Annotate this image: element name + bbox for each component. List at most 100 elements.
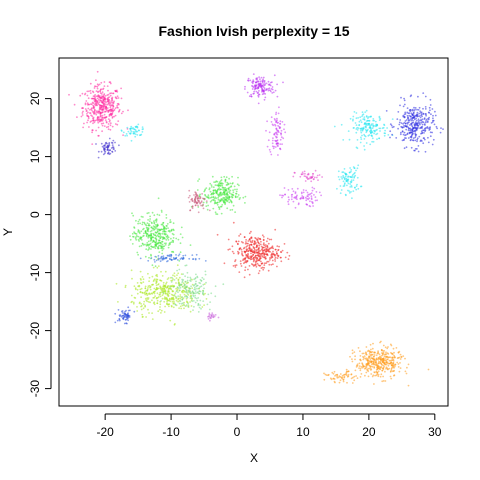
scatter-point xyxy=(339,375,342,378)
scatter-point xyxy=(354,369,357,372)
scatter-point xyxy=(200,285,203,288)
scatter-point xyxy=(121,312,124,314)
scatter-point xyxy=(109,103,111,105)
scatter-point xyxy=(147,308,149,311)
scatter-point xyxy=(160,309,163,312)
scatter-point xyxy=(101,91,104,93)
scatter-point xyxy=(140,239,143,241)
scatter-point xyxy=(281,121,284,123)
scatter-point xyxy=(173,294,176,296)
scatter-point xyxy=(129,238,132,241)
scatter-point xyxy=(341,376,343,379)
scatter-point xyxy=(86,94,89,97)
scatter-point xyxy=(250,243,253,246)
scatter-point xyxy=(407,119,410,121)
scatter-point xyxy=(419,110,422,113)
scatter-point xyxy=(330,378,333,381)
scatter-point xyxy=(99,108,102,111)
scatter-point xyxy=(111,151,114,153)
scatter-point xyxy=(147,212,150,214)
x-tick-label: -20 xyxy=(96,425,114,439)
scatter-point xyxy=(402,133,405,136)
scatter-point xyxy=(416,111,419,114)
scatter-point xyxy=(97,150,100,153)
scatter-point xyxy=(162,292,165,294)
scatter-point xyxy=(225,198,228,201)
scatter-point xyxy=(349,167,351,169)
scatter-point xyxy=(228,196,231,199)
scatter-point xyxy=(263,256,266,259)
scatter-point xyxy=(267,249,270,252)
scatter-point xyxy=(354,122,357,124)
scatter-point xyxy=(221,186,224,189)
scatter-point xyxy=(197,206,200,208)
scatter-point xyxy=(167,227,169,230)
scatter-point xyxy=(398,123,401,126)
scatter-point xyxy=(337,176,340,178)
scatter-point xyxy=(163,285,165,288)
scatter-point xyxy=(201,276,204,279)
scatter-point xyxy=(137,220,140,223)
scatter-point xyxy=(223,196,226,199)
scatter-point xyxy=(105,146,107,149)
scatter-point xyxy=(403,124,405,127)
scatter-point xyxy=(390,369,393,371)
scatter-point xyxy=(363,148,366,151)
scatter-point xyxy=(324,373,327,376)
scatter-point xyxy=(235,240,238,243)
scatter-point xyxy=(112,139,115,142)
scatter-point xyxy=(244,195,247,198)
scatter-point xyxy=(212,207,215,210)
scatter-point xyxy=(419,116,422,119)
scatter-point xyxy=(248,232,251,235)
scatter-point xyxy=(361,128,364,131)
scatter-point xyxy=(355,112,358,114)
scatter-point xyxy=(259,238,261,240)
scatter-point xyxy=(375,357,378,360)
scatter-point xyxy=(175,296,178,299)
scatter-point xyxy=(281,196,283,199)
scatter-point xyxy=(192,292,195,294)
scatter-point xyxy=(376,373,379,376)
scatter-point xyxy=(265,251,268,253)
scatter-point xyxy=(208,315,210,318)
scatter-point xyxy=(364,367,367,370)
scatter-point xyxy=(267,139,270,142)
scatter-point xyxy=(342,176,344,179)
scatter-point xyxy=(294,192,297,195)
scatter-point xyxy=(293,171,296,174)
scatter-point xyxy=(203,190,206,193)
scatter-point xyxy=(202,300,205,302)
scatter-point xyxy=(142,216,144,218)
scatter-point xyxy=(386,368,389,370)
scatter-point xyxy=(153,290,156,293)
scatter-point xyxy=(431,131,433,134)
scatter-point xyxy=(206,303,209,306)
scatter-point xyxy=(226,191,229,194)
scatter-point xyxy=(273,118,276,120)
scatter-point xyxy=(266,237,269,240)
scatter-point xyxy=(354,358,356,361)
scatter-point xyxy=(380,340,382,343)
scatter-point xyxy=(237,176,239,179)
scatter-point xyxy=(282,137,285,140)
scatter-point xyxy=(287,196,290,199)
scatter-point xyxy=(151,264,154,267)
scatter-point xyxy=(265,82,268,85)
scatter-point xyxy=(181,298,184,301)
scatter-point xyxy=(376,371,378,374)
scatter-point xyxy=(204,188,207,191)
scatter-point xyxy=(134,135,137,138)
scatter-point xyxy=(355,117,358,120)
scatter-point xyxy=(307,193,310,196)
scatter-point xyxy=(255,254,257,257)
scatter-point xyxy=(245,241,247,243)
scatter-point xyxy=(400,355,403,358)
scatter-point xyxy=(144,287,147,289)
scatter-point xyxy=(189,278,192,280)
scatter-point xyxy=(100,142,103,145)
scatter-point xyxy=(212,196,215,198)
scatter-point xyxy=(162,281,165,284)
scatter-point xyxy=(249,247,252,250)
scatter-point xyxy=(91,90,94,93)
